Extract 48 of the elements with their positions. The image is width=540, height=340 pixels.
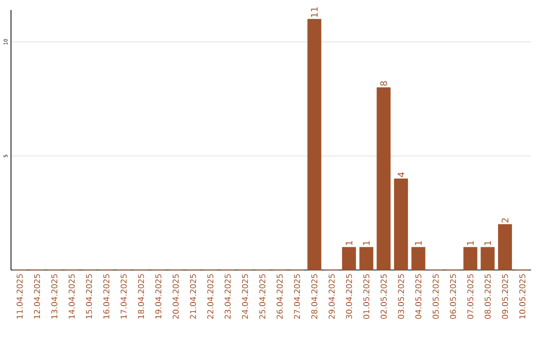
x-tick-label: 23.04.2025 (224, 274, 231, 319)
x-tick-label: 04.05.2025 (415, 274, 422, 319)
bar (498, 224, 512, 270)
data-label: 1 (415, 241, 422, 246)
bar (376, 87, 391, 270)
x-tick-label: 25.04.2025 (259, 274, 266, 319)
bar (411, 246, 426, 270)
data-label: 8 (380, 81, 388, 86)
x-tick-label: 22.04.2025 (207, 274, 214, 319)
bar (463, 246, 478, 270)
x-tick-label: 01.05.2025 (363, 274, 370, 319)
x-tick-label: 10.05.2025 (519, 274, 526, 318)
x-tick-label: 02.05.2025 (380, 274, 387, 319)
x-tick-label: 19.04.2025 (155, 274, 162, 318)
x-tick-label: 30.04.2025 (346, 274, 352, 319)
x-tick-label: 09.05.2025 (502, 274, 508, 319)
x-tick-label: 18.04.2025 (138, 274, 144, 318)
x-tick-label: 24.04.2025 (242, 274, 248, 319)
x-tick-label: 28.04.2025 (311, 274, 318, 319)
x-tick-label: 29.04.2025 (328, 274, 335, 319)
x-tick-label: 21.04.2025 (190, 274, 196, 319)
data-label: 1 (346, 241, 352, 246)
x-tick-label: 03.05.2025 (398, 274, 404, 319)
x-tick-label: 07.05.2025 (467, 274, 474, 319)
x-tick-label: 06.05.2025 (450, 274, 456, 319)
x-tick-label: 08.05.2025 (484, 274, 491, 319)
x-tick-label: 15.04.2025 (86, 274, 92, 318)
x-tick-label: 26.04.2025 (276, 274, 283, 319)
x-tick-label: 12.04.2025 (34, 274, 40, 318)
x-tick-label: 16.04.2025 (103, 274, 110, 318)
bar (342, 246, 356, 270)
data-label: 2 (502, 218, 508, 223)
x-tick-label: 27.04.2025 (294, 274, 300, 319)
x-tick-label: 17.04.2025 (120, 274, 127, 318)
data-label: 1 (363, 241, 370, 246)
data-label: 1 (467, 241, 474, 246)
bar (394, 178, 408, 270)
bar (359, 246, 374, 270)
data-label: 4 (398, 172, 404, 178)
data-label: 11 (311, 7, 318, 17)
data-label: 1 (484, 241, 491, 246)
x-tick-label: 05.05.2025 (432, 274, 439, 319)
x-tick-label: 13.04.2025 (51, 274, 58, 318)
x-tick-label: 14.04.2025 (68, 274, 75, 318)
x-tick-label: 11.04.2025 (16, 274, 23, 318)
bar (480, 246, 495, 270)
x-tick-label: 20.04.2025 (172, 274, 179, 319)
bar (307, 18, 322, 270)
